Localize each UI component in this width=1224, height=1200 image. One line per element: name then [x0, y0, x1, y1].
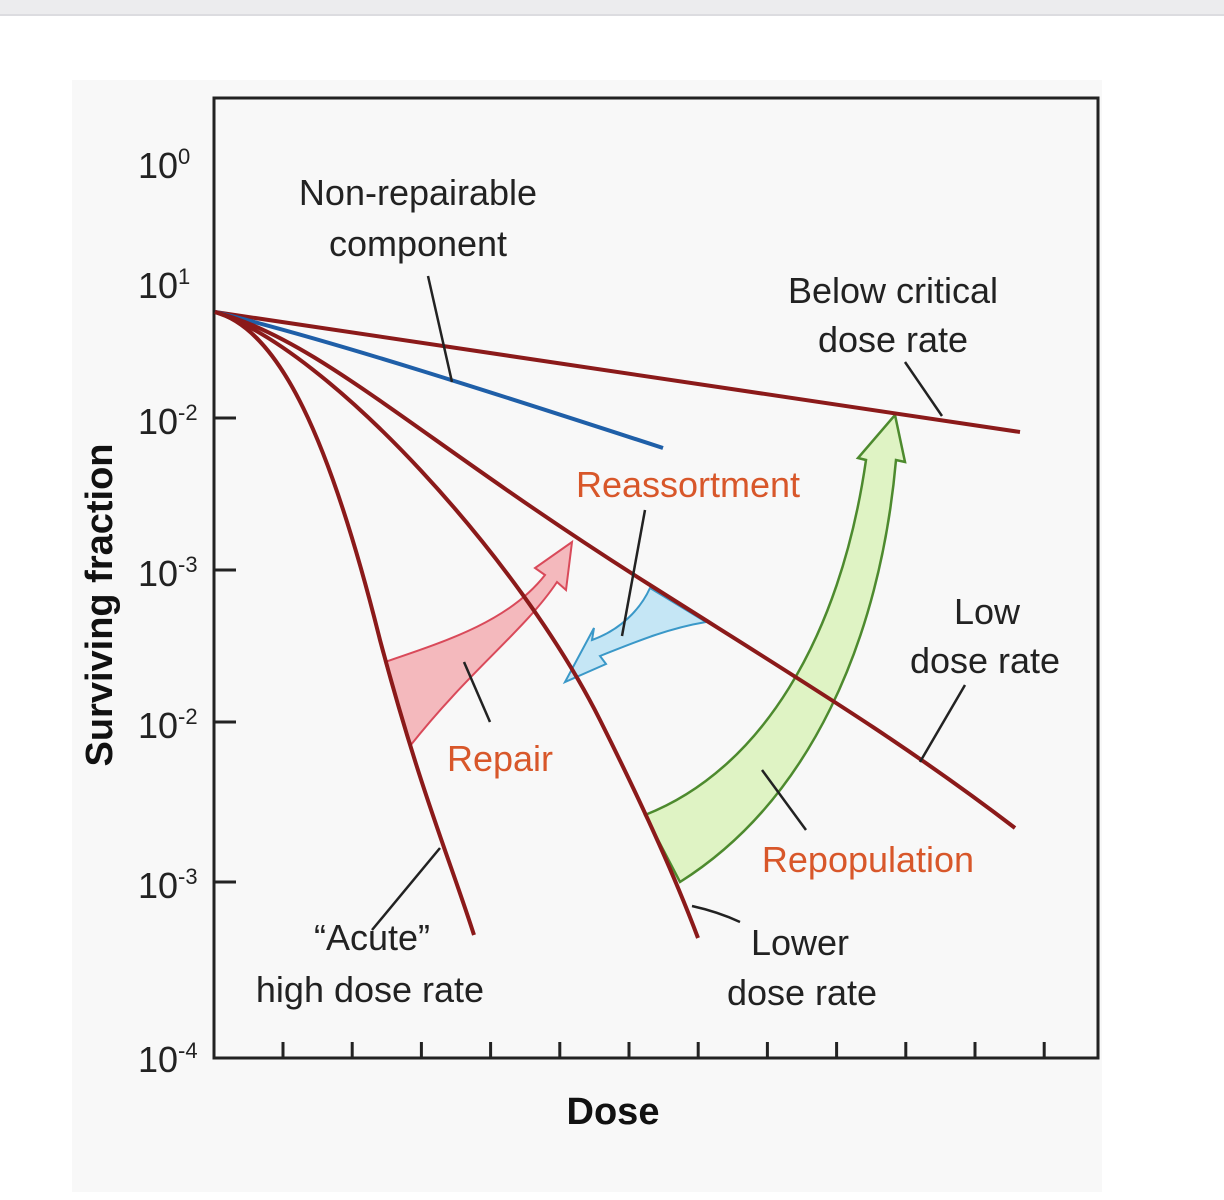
below-critical-label-2: dose rate	[818, 319, 968, 360]
acute-curve	[214, 310, 476, 936]
repair-label: Repair	[447, 738, 553, 779]
y-tick-label: 10-3	[138, 552, 198, 594]
y-tick-label: 10-4	[138, 1038, 198, 1080]
y-tick-label: 101	[138, 264, 190, 306]
low-dose-rate-label: Low	[954, 591, 1021, 632]
reassortment-label: Reassortment	[576, 464, 800, 505]
repair-arrow	[383, 539, 574, 749]
window-top-bar	[0, 0, 1224, 16]
plot-frame	[212, 96, 1100, 1060]
lower-dose-rate-label: Lower	[751, 922, 849, 963]
non-repairable-label: Non-repairable	[299, 172, 537, 213]
repopulation-label: Repopulation	[762, 839, 974, 880]
low-dose-rate-curve	[214, 310, 1017, 830]
below-critical-label: Below critical	[788, 270, 998, 311]
callout-lines	[371, 275, 967, 931]
x-axis-label: Dose	[567, 1091, 660, 1133]
x-tick-marks	[281, 1042, 1046, 1058]
y-tick-label: 10-3	[138, 864, 198, 906]
below-critical-curve	[214, 310, 1021, 434]
non-repairable-label-2: component	[329, 223, 507, 264]
y-tick-marks	[214, 416, 236, 884]
acute-label: “Acute”	[314, 917, 430, 958]
acute-label-2: high dose rate	[256, 969, 484, 1010]
y-tick-label: 10-2	[138, 400, 198, 442]
y-tick-label: 100	[138, 144, 190, 186]
reassortment-arrow	[562, 586, 709, 685]
y-tick-label: 10-2	[138, 704, 198, 746]
low-dose-rate-label-2: dose rate	[910, 640, 1060, 681]
lower-dose-rate-label-2: dose rate	[727, 972, 877, 1013]
y-tick-labels: 100 101 10-2 10-3 10-2 10-3 10-4	[138, 144, 198, 1080]
y-axis-label: Surviving fraction	[79, 443, 121, 766]
lower-dose-rate-curve	[214, 310, 700, 939]
non-repairable-curve	[214, 310, 664, 450]
